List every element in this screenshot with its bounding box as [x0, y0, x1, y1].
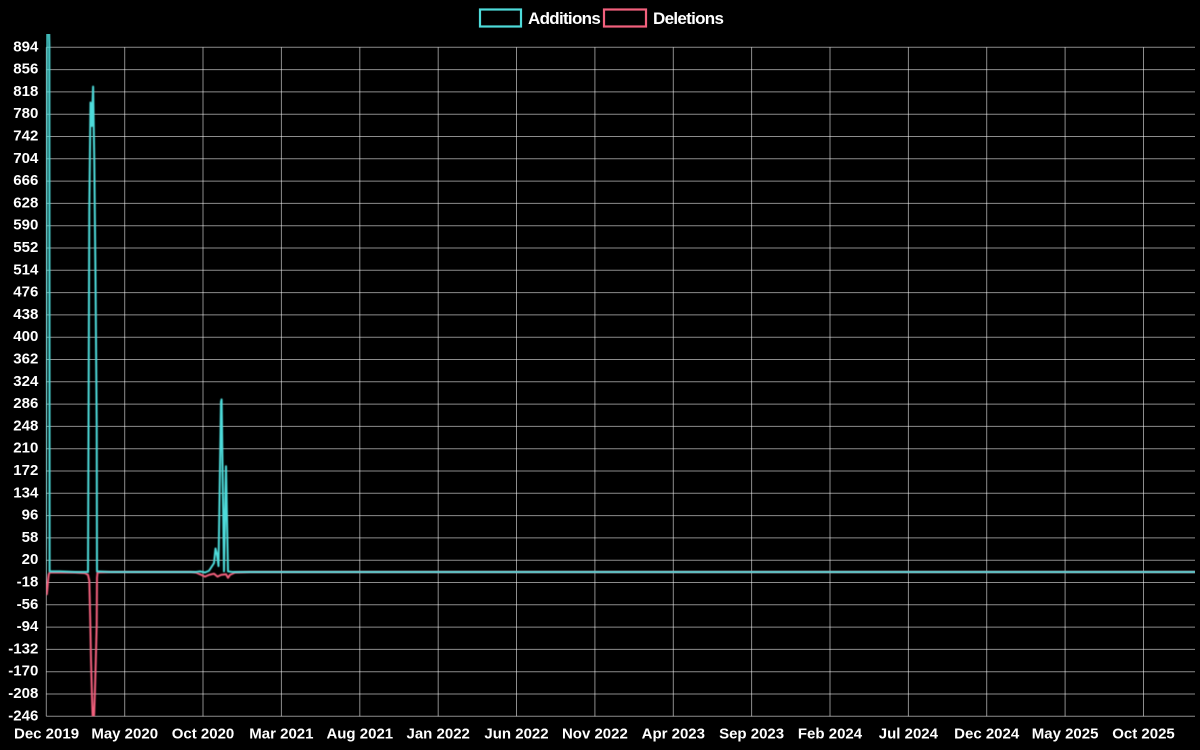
svg-text:Aug 2021: Aug 2021	[326, 725, 393, 742]
svg-text:438: 438	[13, 306, 38, 323]
svg-text:Dec 2019: Dec 2019	[14, 725, 79, 742]
svg-text:628: 628	[13, 194, 38, 211]
svg-text:Deletions: Deletions	[653, 9, 723, 28]
svg-text:818: 818	[13, 83, 38, 100]
svg-text:856: 856	[13, 61, 38, 78]
svg-text:-94: -94	[17, 618, 39, 635]
svg-text:Mar 2021: Mar 2021	[249, 725, 313, 742]
svg-text:Sep 2023: Sep 2023	[719, 725, 784, 742]
svg-text:58: 58	[22, 529, 39, 546]
svg-text:May 2020: May 2020	[91, 725, 158, 742]
svg-text:324: 324	[13, 373, 39, 390]
svg-text:Apr 2023: Apr 2023	[642, 725, 705, 742]
svg-text:134: 134	[13, 484, 39, 501]
svg-text:286: 286	[13, 395, 38, 412]
svg-text:Jun 2022: Jun 2022	[484, 725, 548, 742]
svg-text:-18: -18	[17, 574, 39, 591]
svg-text:552: 552	[13, 239, 38, 256]
svg-text:-132: -132	[8, 640, 38, 657]
svg-text:-246: -246	[8, 707, 38, 724]
svg-text:Dec 2024: Dec 2024	[954, 725, 1020, 742]
svg-text:Jan 2022: Jan 2022	[407, 725, 470, 742]
svg-text:Feb 2024: Feb 2024	[798, 725, 863, 742]
svg-text:780: 780	[13, 105, 38, 122]
svg-text:704: 704	[13, 150, 39, 167]
svg-text:Additions: Additions	[528, 9, 600, 28]
svg-text:666: 666	[13, 172, 38, 189]
svg-text:400: 400	[13, 328, 38, 345]
svg-text:210: 210	[13, 440, 38, 457]
svg-text:590: 590	[13, 217, 38, 234]
svg-text:894: 894	[13, 38, 39, 55]
svg-text:Oct 2025: Oct 2025	[1112, 725, 1175, 742]
svg-text:362: 362	[13, 351, 38, 368]
svg-text:-170: -170	[8, 663, 38, 680]
svg-text:96: 96	[22, 507, 39, 524]
svg-text:20: 20	[22, 551, 39, 568]
svg-text:248: 248	[13, 417, 38, 434]
svg-text:514: 514	[13, 261, 39, 278]
svg-text:742: 742	[13, 128, 38, 145]
svg-text:476: 476	[13, 284, 38, 301]
svg-text:Nov 2022: Nov 2022	[562, 725, 628, 742]
svg-text:Jul 2024: Jul 2024	[879, 725, 939, 742]
svg-text:Oct 2020: Oct 2020	[172, 725, 235, 742]
svg-text:-208: -208	[8, 685, 38, 702]
svg-text:172: 172	[13, 462, 38, 479]
svg-text:May 2025: May 2025	[1032, 725, 1099, 742]
svg-text:-56: -56	[17, 596, 39, 613]
